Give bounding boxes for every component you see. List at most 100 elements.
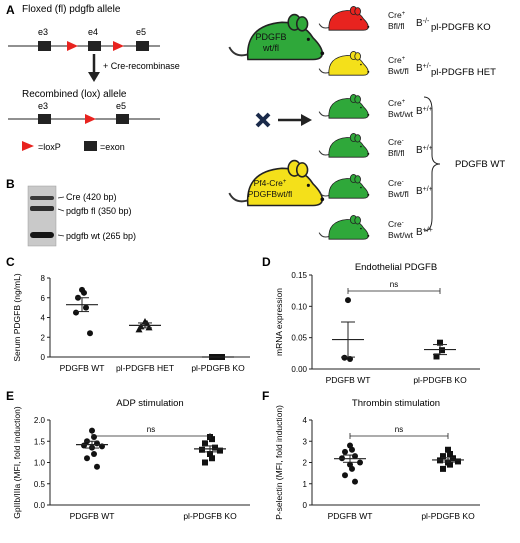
gel-band-wt [30,232,54,238]
wt-group-brace [423,96,441,232]
parent-top-label-line2: wt/fl [262,43,279,53]
significance-label: ns [147,425,155,434]
data-point [445,446,451,453]
exon-e4-label: e4 [88,27,98,37]
x-tick-label: PDGFB WT [60,363,105,373]
data-point [209,455,215,462]
data-point [440,465,446,472]
offspring-cre-label-4: Cre- [388,137,404,147]
offspring-b-genotype-2: B+/- [416,63,432,75]
chart-title: Endothelial PDGFB [355,262,437,273]
data-point [440,453,446,460]
cre-recombinase-label: + Cre-recombinase [103,61,180,71]
y-tick-label: 1.5 [34,437,46,446]
offspring-cre-label-5: Cre- [388,178,404,188]
band-label-fl: pdgfb fl (350 bp) [66,206,132,216]
recombined-exon-e3-block [38,114,51,124]
data-point [202,440,208,447]
offspring-b-genotype-5: B+/+ [416,186,433,198]
data-point [81,289,87,296]
recombined-loxp-marker [85,114,96,124]
group-label-ko: pl-PDGFB KO [431,22,491,33]
data-point [81,442,87,449]
data-point [342,472,348,479]
x-tick-label: PDGFB WT [328,511,373,521]
data-point [447,461,453,468]
legend-exon-icon [84,141,97,151]
offspring-cre-label-6: Cre- [388,219,404,229]
recombined-allele-title: Recombined (lox) allele [22,89,127,100]
data-point [199,446,205,453]
y-tick-label: 1 [303,480,308,489]
parent-mouse-top [228,13,325,61]
data-point [135,325,143,333]
offspring-mouse-2 [318,51,370,76]
data-point [341,354,348,361]
data-point [91,434,97,440]
offspring-genotype-label-2: Bwt/fl [388,66,409,76]
y-tick-label: 1.0 [34,459,46,468]
offspring-mouse-3 [318,94,370,119]
offspring-genotype-label-4: Bfl/fl [388,148,405,158]
y-axis-label: GpIIb/IIIa (MFI, fold induction) [12,406,22,519]
exon-e3-label: e3 [38,27,48,37]
offspring-genotype-label-6: Bwt/wt [388,230,414,240]
y-tick-label: 2.0 [34,416,46,425]
group-label-het: pl-PDGFB HET [431,67,496,78]
y-tick-label: 0.15 [291,271,307,280]
offspring-b-genotype-1: B-/- [416,18,430,30]
data-point [202,459,208,466]
data-point [89,427,95,434]
exon-e4-block [88,41,101,51]
offspring-genotype-label-3: Bwt/wt [388,109,414,119]
y-tick-label: 3 [303,437,308,446]
data-point [83,304,89,311]
y-tick-label: 0.5 [34,480,46,489]
chart-d: Endothelial PDGFB 0.00 0.05 0.10 0.15 mRNA ex… [274,262,480,385]
x-tick-label: pl-PDGFB KO [413,375,467,385]
panel-letter-f: F [262,389,269,403]
offspring-arrow [278,114,312,126]
y-tick-label: 0 [303,501,308,510]
data-point [91,451,97,457]
chart-f: Thrombin stimulation 0 1 2 3 4 P-selectin (MFI… [274,398,480,521]
data-point [437,339,443,346]
exon-e5-block [136,41,149,51]
exon-e3-block [38,41,51,51]
exon-e5-label: e5 [136,27,146,37]
x-tick-label: pl-PDGFB KO [191,363,245,373]
offspring-cre-label-2: Cre+ [388,55,406,65]
panel-b: B Cre (420 bp) pdgfb fl (350 bp) pdgfb w… [6,177,136,247]
data-point [349,446,355,453]
chart-e: ADP stimulation 0.0 0.5 1.0 1.5 2.0 GpIIb/IIIa… [12,398,250,521]
panel-letter-b: B [6,177,15,191]
band-label-cre: Cre (420 bp) [66,192,117,202]
data-point [352,478,358,485]
x-tick-label: pl-PDGFB KO [421,511,475,521]
loxp-marker-2 [113,41,124,51]
data-point [94,463,100,470]
x-tick-label: PDGFB WT [326,375,371,385]
panel-letter-a: A [6,3,15,17]
offspring-genotype-label-1: Bfl/fl [388,21,405,31]
offspring-b-genotype-3: B+/+ [416,106,433,118]
panel-letter-d: D [262,255,271,269]
y-tick-label: 8 [41,274,46,283]
data-point [433,353,440,360]
panel-letter-e: E [6,389,14,403]
offspring-mouse-6 [318,215,370,240]
data-point [87,330,93,337]
recombined-exon-e5-block [116,114,129,124]
y-axis-label: mRNA expression [274,288,284,356]
data-point [212,444,218,451]
data-point [345,297,351,304]
legend-loxp-icon [22,141,34,151]
data-point [342,448,348,455]
data-point [349,465,355,472]
chart-c: 0 2 4 6 8 Serum PDGFB (ng/mL) PDGFB WT pl-PDGFB… [12,273,250,373]
recombined-allele-diagram: e3 e5 [8,101,160,124]
band-label-wt: pdgfb wt (265 bp) [66,231,136,241]
data-point [209,436,215,443]
data-point [357,459,363,466]
significance-label: ns [395,425,403,434]
